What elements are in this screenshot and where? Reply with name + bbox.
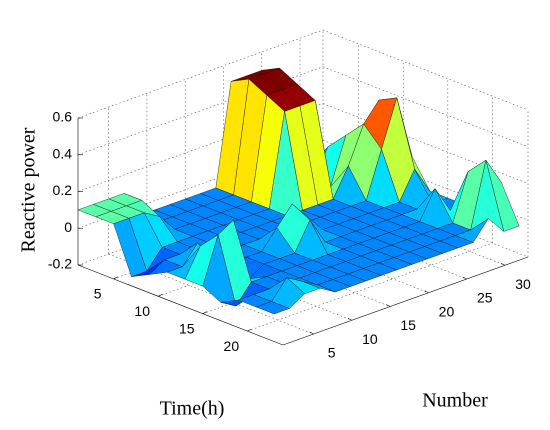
surface-patch — [255, 301, 290, 315]
y-tick — [309, 331, 314, 335]
z-tick-label: 0.6 — [53, 109, 73, 125]
y-tick — [500, 262, 506, 266]
y-tick-label: 20 — [439, 303, 455, 319]
z-tick-label: 0 — [64, 219, 72, 235]
grid-line — [247, 242, 493, 332]
x-tick-label: 20 — [224, 338, 240, 354]
grid-line — [322, 66, 529, 148]
x-tick-label: 5 — [94, 286, 102, 302]
y-tick-label: 5 — [328, 345, 336, 361]
grid-line — [77, 29, 324, 119]
y-tick-label: 10 — [362, 331, 378, 347]
y-tick-label: 15 — [400, 317, 416, 333]
axis-line — [282, 256, 529, 346]
y-tick-label: 30 — [515, 276, 531, 292]
y-tick — [386, 304, 391, 307]
x-tick — [247, 328, 252, 332]
y-tick — [462, 276, 467, 280]
z-tick-label: 0.4 — [53, 145, 73, 161]
x-axis-label: Time(h) — [160, 398, 225, 420]
z-tick-label: 0.2 — [53, 182, 73, 198]
grid-line — [322, 103, 529, 184]
y-tick — [347, 317, 353, 321]
x-tick-label: 10 — [134, 303, 150, 319]
x-tick-label: 15 — [179, 320, 195, 336]
x-tick — [158, 294, 163, 297]
x-tick — [202, 311, 207, 314]
axis-line — [77, 264, 284, 346]
x-tick — [113, 276, 118, 280]
y-tick-label: 25 — [477, 290, 493, 306]
z-tick-label: -0.2 — [48, 256, 72, 272]
z-axis-label: Reactive power — [18, 127, 40, 252]
y-axis-label: Number — [422, 390, 488, 412]
y-tick — [424, 290, 429, 294]
grid-line — [322, 29, 529, 111]
